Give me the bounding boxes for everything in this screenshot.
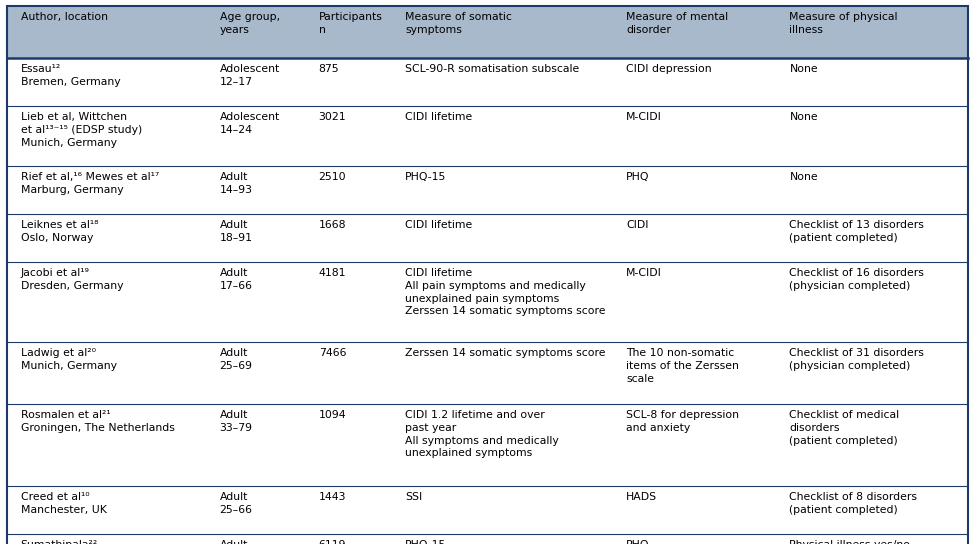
Text: Adolescent
14–24: Adolescent 14–24 [219, 112, 280, 135]
Text: Rief et al,¹⁶ Mewes et al¹⁷
Marburg, Germany: Rief et al,¹⁶ Mewes et al¹⁷ Marburg, Ger… [20, 172, 159, 195]
Text: 1668: 1668 [319, 220, 346, 230]
Text: PHQ: PHQ [626, 172, 649, 182]
Text: M-CIDI: M-CIDI [626, 112, 662, 122]
Text: HADS: HADS [626, 492, 657, 502]
Text: SSI: SSI [405, 492, 422, 502]
Text: CIDI lifetime: CIDI lifetime [405, 112, 472, 122]
Text: Lieb et al, Wittchen
et al¹³⁻¹⁵ (EDSP study)
Munich, Germany: Lieb et al, Wittchen et al¹³⁻¹⁵ (EDSP st… [20, 112, 142, 147]
Bar [7, 534, 968, 544]
Text: 1094: 1094 [319, 410, 346, 420]
Bar [7, 214, 968, 262]
Text: CIDI lifetime
All pain symptoms and medically
unexplained pain symptoms
Zerssen : CIDI lifetime All pain symptoms and medi… [405, 268, 605, 317]
Text: SCL-90-R somatisation subscale: SCL-90-R somatisation subscale [405, 64, 579, 74]
Bar [7, 106, 968, 166]
Text: None: None [790, 64, 818, 74]
Text: Physical illness yes/no
(patient completed): Physical illness yes/no (patient complet… [790, 540, 911, 544]
Text: None: None [790, 112, 818, 122]
Text: Leiknes et al¹⁸
Oslo, Norway: Leiknes et al¹⁸ Oslo, Norway [20, 220, 98, 243]
Text: 4181: 4181 [319, 268, 346, 278]
Text: Checklist of medical
disorders
(patient completed): Checklist of medical disorders (patient … [790, 410, 900, 446]
Text: Checklist of 8 disorders
(patient completed): Checklist of 8 disorders (patient comple… [790, 492, 917, 515]
Text: PHQ-15: PHQ-15 [405, 172, 447, 182]
Text: Jacobi et al¹⁹
Dresden, Germany: Jacobi et al¹⁹ Dresden, Germany [20, 268, 123, 291]
Text: Measure of mental
disorder: Measure of mental disorder [626, 12, 728, 35]
Text: None: None [790, 172, 818, 182]
Text: Checklist of 31 disorders
(physician completed): Checklist of 31 disorders (physician com… [790, 348, 924, 371]
Text: 3021: 3021 [319, 112, 346, 122]
Text: 7466: 7466 [319, 348, 346, 358]
Text: CIDI 1.2 lifetime and over
past year
All symptoms and medically
unexplained symp: CIDI 1.2 lifetime and over past year All… [405, 410, 559, 459]
Bar [7, 262, 968, 342]
Text: Creed et al¹⁰
Manchester, UK: Creed et al¹⁰ Manchester, UK [20, 492, 106, 515]
Text: Age group,
years: Age group, years [219, 12, 280, 35]
Text: M-CIDI: M-CIDI [626, 268, 662, 278]
Text: 2510: 2510 [319, 172, 346, 182]
Bar [7, 166, 968, 214]
Text: Adult
18–91: Adult 18–91 [219, 220, 253, 243]
Bar [7, 342, 968, 404]
Text: PHQ-15: PHQ-15 [405, 540, 447, 544]
Text: Participants
n: Participants n [319, 12, 382, 35]
Text: CIDI depression: CIDI depression [626, 64, 712, 74]
Text: Checklist of 13 disorders
(patient completed): Checklist of 13 disorders (patient compl… [790, 220, 924, 243]
Bar [7, 6, 968, 58]
Text: Adult
14–93: Adult 14–93 [219, 172, 253, 195]
Text: SCL-8 for depression
and anxiety: SCL-8 for depression and anxiety [626, 410, 739, 433]
Bar [7, 404, 968, 486]
Text: Measure of somatic
symptoms: Measure of somatic symptoms [405, 12, 512, 35]
Text: Zerssen 14 somatic symptoms score: Zerssen 14 somatic symptoms score [405, 348, 605, 358]
Text: Author, location: Author, location [20, 12, 107, 22]
Text: The 10 non-somatic
items of the Zerssen
scale: The 10 non-somatic items of the Zerssen … [626, 348, 739, 384]
Text: Adolescent
12–17: Adolescent 12–17 [219, 64, 280, 87]
Bar [7, 486, 968, 534]
Text: Adult
18–75: Adult 18–75 [219, 540, 253, 544]
Text: Adult
33–79: Adult 33–79 [219, 410, 253, 433]
Text: PHQ: PHQ [626, 540, 649, 544]
Text: 6119: 6119 [319, 540, 346, 544]
Text: CIDI lifetime: CIDI lifetime [405, 220, 472, 230]
Text: Rosmalen et al²¹
Groningen, The Netherlands: Rosmalen et al²¹ Groningen, The Netherla… [20, 410, 175, 433]
Text: Ladwig et al²⁰
Munich, Germany: Ladwig et al²⁰ Munich, Germany [20, 348, 117, 371]
Text: Measure of physical
illness: Measure of physical illness [790, 12, 898, 35]
Text: 875: 875 [319, 64, 339, 74]
Text: Adult
25–69: Adult 25–69 [219, 348, 253, 371]
Bar [7, 58, 968, 106]
Text: Sumathipala²²
Sri Lanka: Sumathipala²² Sri Lanka [20, 540, 98, 544]
Text: Adult
17–66: Adult 17–66 [219, 268, 253, 291]
Text: CIDI: CIDI [626, 220, 648, 230]
Text: Adult
25–66: Adult 25–66 [219, 492, 253, 515]
Text: Checklist of 16 disorders
(physician completed): Checklist of 16 disorders (physician com… [790, 268, 924, 291]
Text: 1443: 1443 [319, 492, 346, 502]
Text: Essau¹²
Bremen, Germany: Essau¹² Bremen, Germany [20, 64, 120, 87]
